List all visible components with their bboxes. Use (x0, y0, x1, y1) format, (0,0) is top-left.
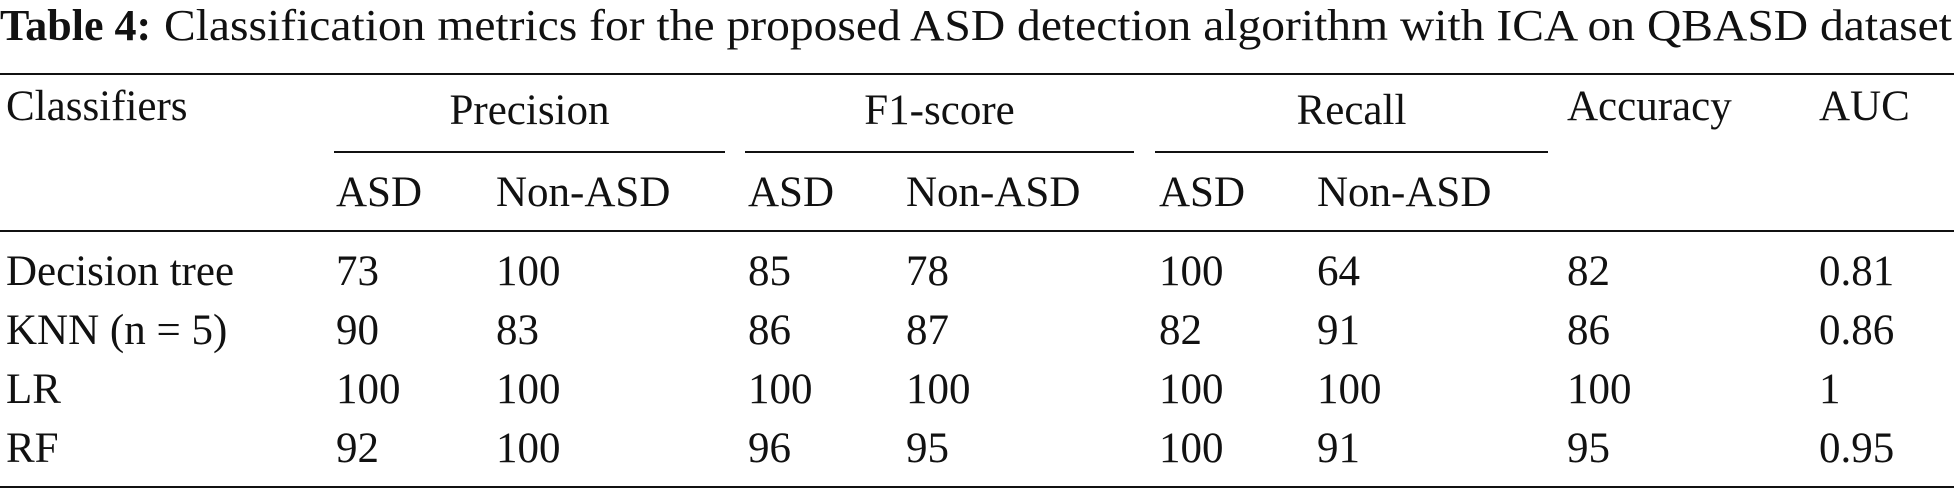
group-header: Recall (1297, 87, 1407, 134)
table-cell: 90 (336, 307, 379, 354)
group-header: F1-score (864, 87, 1014, 134)
table-cell: 85 (748, 248, 791, 295)
table-cell: 100 (496, 248, 561, 295)
table-cell: 87 (906, 307, 949, 354)
table-cell: 82 (1159, 307, 1202, 354)
group-header: Precision (449, 87, 609, 134)
table-cell: 100 (906, 366, 971, 413)
table-cell: 100 (1159, 366, 1224, 413)
table-cell: 91 (1317, 307, 1360, 354)
table-cell: 100 (748, 366, 813, 413)
sub-header: ASD (336, 169, 422, 216)
table-cell: 64 (1317, 248, 1360, 295)
table-cell: 0.95 (1819, 425, 1894, 472)
table-cell: 92 (336, 425, 379, 472)
sub-header: ASD (748, 169, 834, 216)
table-cell: 0.81 (1819, 248, 1894, 295)
table-cell: 86 (748, 307, 791, 354)
table-cell: 100 (496, 425, 561, 472)
caption-text: Classification metrics for the proposed … (164, 1, 1952, 50)
table-cell: 0.86 (1819, 307, 1894, 354)
table-cell: 86 (1567, 307, 1610, 354)
row-label: KNN (n = 5) (6, 307, 227, 354)
sub-header: Non-ASD (1317, 169, 1491, 216)
sub-header: ASD (1159, 169, 1245, 216)
table-cell: 83 (496, 307, 539, 354)
table-cell: 95 (1567, 425, 1610, 472)
table-cell: 100 (336, 366, 401, 413)
table-cell: 78 (906, 248, 949, 295)
row-label: RF (6, 425, 59, 472)
table-cell: 91 (1317, 425, 1360, 472)
column-header: Classifiers (6, 83, 188, 130)
sub-header: Non-ASD (906, 169, 1080, 216)
table-cell: 1 (1819, 366, 1841, 413)
column-header: Accuracy (1567, 83, 1732, 130)
table-cell: 82 (1567, 248, 1610, 295)
column-header: AUC (1819, 83, 1910, 130)
table-cell: 95 (906, 425, 949, 472)
table-cell: 100 (1317, 366, 1382, 413)
table-cell: 100 (1567, 366, 1632, 413)
table-cell: 100 (1159, 425, 1224, 472)
caption-label: Table 4: (0, 1, 151, 50)
row-label: Decision tree (6, 248, 234, 295)
row-label: LR (6, 366, 61, 413)
table-cell: 100 (496, 366, 561, 413)
table-cell: 73 (336, 248, 379, 295)
sub-header: Non-ASD (496, 169, 670, 216)
table-cell: 100 (1159, 248, 1224, 295)
table-cell: 96 (748, 425, 791, 472)
